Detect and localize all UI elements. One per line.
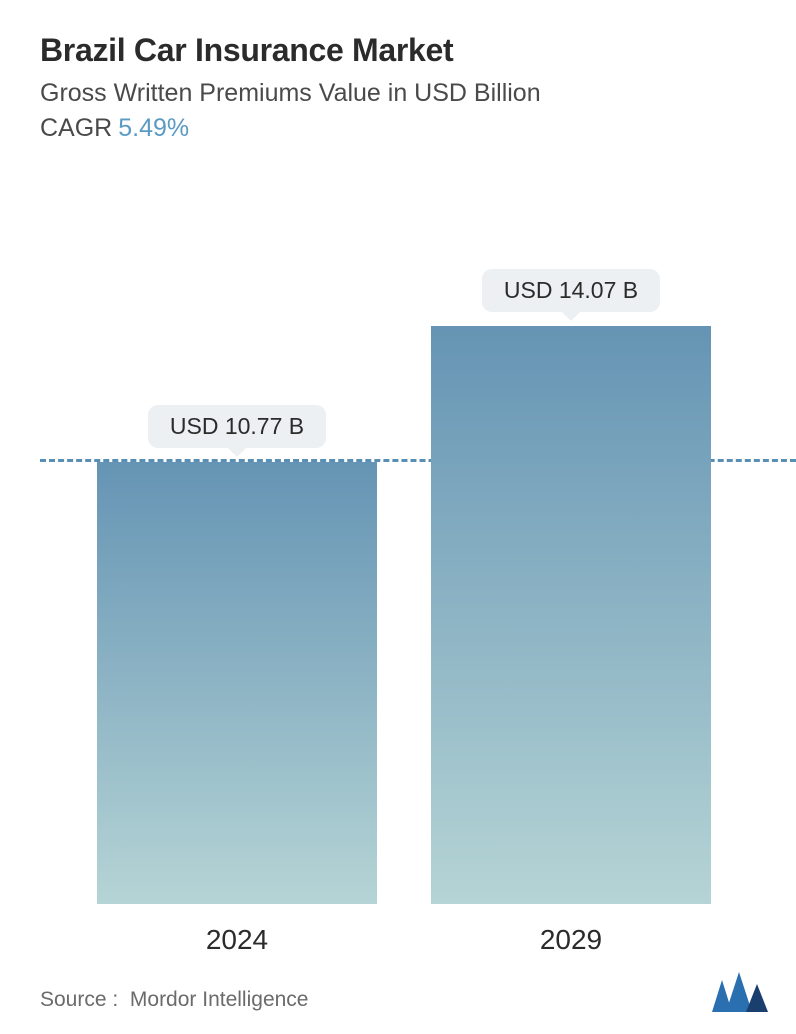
chart-footer: Source : Mordor Intelligence: [40, 972, 768, 1012]
cagr-value: 5.49%: [118, 114, 189, 142]
source-name: Mordor Intelligence: [130, 988, 309, 1011]
x-axis-label: 2024: [97, 924, 377, 956]
cagr-label: CAGR: [40, 114, 112, 142]
bar: [431, 326, 711, 904]
mordor-logo-icon: [712, 972, 768, 1012]
cagr-line: CAGR5.49%: [40, 114, 768, 143]
bar-group: USD 14.07 B: [431, 269, 711, 904]
value-pill: USD 10.77 B: [148, 405, 326, 448]
bar: [97, 462, 377, 904]
x-axis-label: 2029: [431, 924, 711, 956]
chart-subtitle: Gross Written Premiums Value in USD Bill…: [40, 79, 768, 108]
chart-plot-area: USD 10.77 B USD 14.07 B 2024 2029: [40, 197, 768, 1034]
x-axis-labels: 2024 2029: [40, 924, 768, 956]
value-pill: USD 14.07 B: [482, 269, 660, 312]
chart-title: Brazil Car Insurance Market: [40, 32, 768, 69]
source-text: Source : Mordor Intelligence: [40, 988, 308, 1012]
bar-group: USD 10.77 B: [97, 405, 377, 904]
source-label: Source :: [40, 988, 118, 1011]
bars-wrapper: USD 10.77 B USD 14.07 B: [40, 264, 768, 904]
chart-container: Brazil Car Insurance Market Gross Writte…: [0, 0, 796, 1034]
